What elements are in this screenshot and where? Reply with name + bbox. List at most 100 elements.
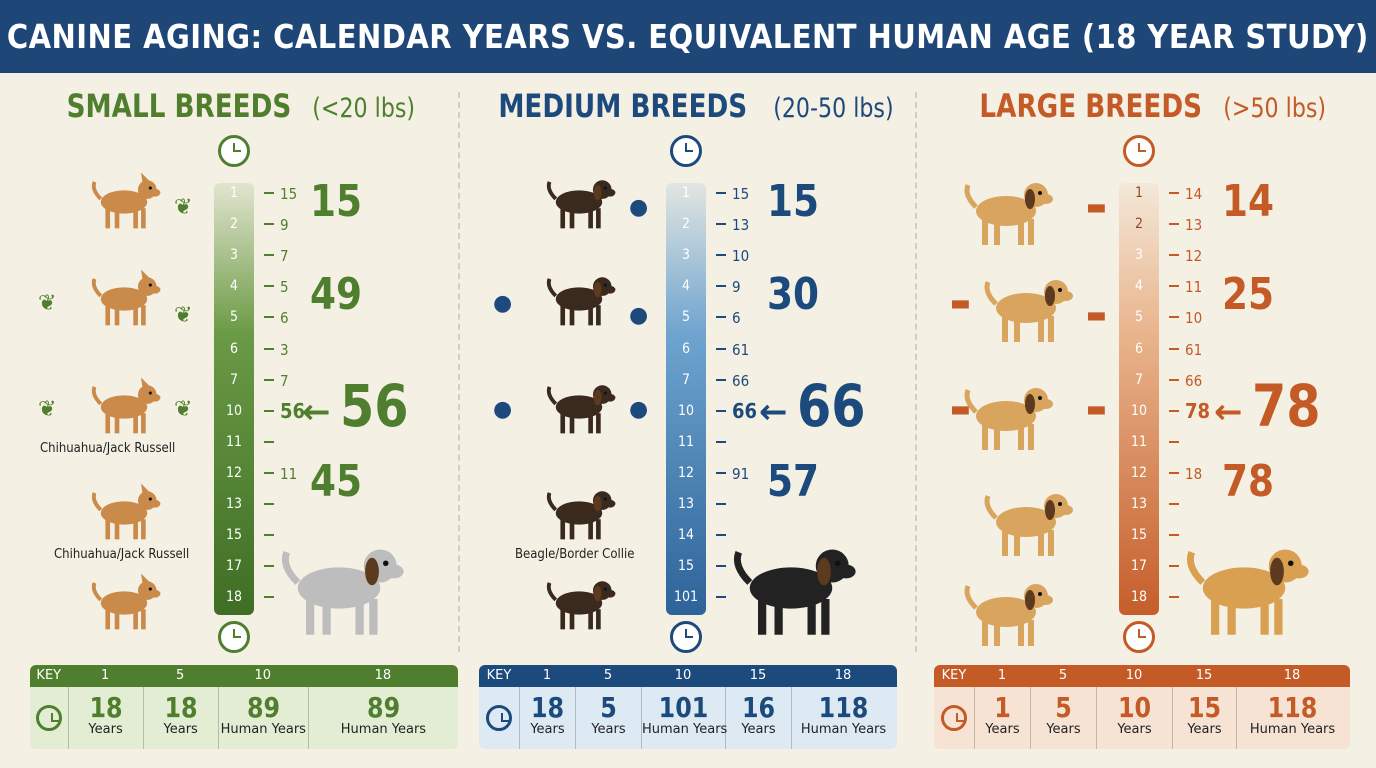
key-unit: Years (591, 722, 626, 737)
dog-illustration (84, 572, 164, 638)
ruler-year-label: 7 (681, 371, 690, 388)
human-age-label: 13 (732, 216, 750, 235)
tick-mark (1169, 285, 1179, 288)
tick-mark (716, 596, 726, 599)
arrow-icon: ← (302, 392, 331, 433)
key-unit: Human Years (1249, 722, 1336, 737)
ruler-tick: 3 10 (666, 245, 826, 265)
clock-icon (1123, 621, 1155, 653)
key-value: 118 (1267, 691, 1318, 724)
key-header-cell: 1 (100, 668, 110, 683)
key-header-row: KEY 1 5 10 18 (30, 665, 458, 687)
tick-mark (264, 192, 274, 194)
ruler-tick: 2 13 (1119, 214, 1279, 234)
ruler-year-label: 6 (681, 340, 690, 357)
tick-mark (264, 534, 274, 537)
ruler-year-label: 7 (229, 371, 238, 388)
tick-mark (264, 409, 274, 412)
tick-mark (716, 440, 726, 443)
ruler-year-label: 1 (681, 185, 690, 201)
dog-illustration (84, 482, 164, 548)
human-age-label: 9 (732, 278, 741, 297)
human-age-label: 13 (1185, 216, 1203, 235)
clock-icon (1123, 135, 1155, 167)
key-header-cell: 18 (1283, 668, 1301, 683)
human-age-label: 61 (1185, 340, 1203, 359)
tick-mark (1169, 471, 1179, 474)
key-value-cell: 10 Years (1096, 687, 1172, 749)
ruler-tick: 17 (1119, 556, 1279, 576)
dog-illustration (946, 171, 1066, 255)
paw-icon: ● (629, 194, 649, 220)
tick-mark (264, 471, 274, 474)
human-age-label: 66 (732, 398, 758, 423)
ruler-tick: 13 (214, 494, 374, 514)
key-icon-cell (479, 687, 519, 749)
key-value-cell: 16 Years (725, 687, 791, 749)
tick-mark (1169, 223, 1179, 226)
arrow-icon: ← (1214, 392, 1243, 433)
key-table: KEY 1 5 10 18 18 Years 18 Years 89 Human Years 89 Hu… (30, 665, 458, 749)
panel-title: LARGE BREEDS (>50 lbs) (926, 87, 1366, 125)
bone-icon: ▬ (1086, 303, 1107, 329)
key-label: KEY (941, 668, 967, 683)
breed-caption: Chihuahua/Jack Russell (54, 546, 190, 562)
ruler-tick: 1 14 (1119, 183, 1279, 203)
key-header-cell: 18 (834, 668, 852, 683)
ruler-tick: 12 11 (214, 463, 374, 483)
ruler-year-label: 12 (225, 464, 243, 481)
ruler-year-label: 10 (1130, 402, 1148, 419)
ruler-year-label: 2 (681, 216, 690, 233)
key-value: 15 (1187, 691, 1222, 724)
tick-mark (1169, 347, 1179, 350)
key-value: 10 (1117, 691, 1152, 724)
key-value: 18 (89, 691, 123, 724)
ruler-year-label: 2 (1134, 216, 1143, 233)
key-value-cell: 1 Years (974, 687, 1030, 749)
tick-mark (716, 471, 726, 474)
human-age-label: 9 (280, 216, 289, 235)
ruler-year-label: 6 (1134, 340, 1143, 357)
ruler-year-label: 5 (1134, 309, 1143, 326)
human-age-label: 11 (1185, 278, 1203, 297)
key-header-cell: 10 (254, 668, 272, 683)
ruler-year-label: 6 (229, 340, 238, 357)
human-age-label: 14 (1185, 185, 1203, 203)
dog-illustration (539, 572, 619, 638)
ruler-year-label: 5 (229, 309, 238, 326)
ruler-tick: 11 (214, 432, 374, 452)
ruler-year-label: 12 (677, 464, 695, 481)
clock-icon (670, 135, 702, 167)
clock-icon (218, 621, 250, 653)
key-header-cell: 10 (1125, 668, 1143, 683)
panel-title-sub: (<20 lbs) (312, 93, 415, 124)
dog-illustration (264, 533, 414, 647)
ruler-year-label: 3 (681, 247, 690, 264)
key-header-cell: 15 (1195, 668, 1213, 683)
tick-mark (716, 534, 726, 537)
key-header-cell: 5 (603, 668, 613, 683)
ruler-year-label: 13 (225, 496, 243, 512)
key-unit: Human Years (800, 722, 887, 737)
tick-mark (264, 503, 274, 505)
dog-illustration (966, 268, 1086, 352)
key-value: 18 (164, 691, 198, 724)
key-unit: Years (88, 722, 123, 737)
human-age-label: 7 (280, 247, 289, 266)
ruler-year-label: 3 (1134, 247, 1143, 264)
ruler-year-label: 10 (677, 402, 695, 419)
key-value-cell: 5 Years (1030, 687, 1096, 749)
key-unit: Years (1046, 722, 1081, 737)
bone-icon: ▬ (1086, 194, 1107, 220)
leaf-icon: ❦ (174, 194, 193, 220)
leaf-icon: ❦ (38, 396, 57, 422)
breed-caption: Chihuahua/Jack Russell (40, 441, 176, 457)
ruler-year-label: 17 (1130, 558, 1148, 575)
tick-mark (1169, 409, 1179, 412)
ruler-tick: 12 18 (1119, 463, 1279, 483)
paw-icon: ● (629, 303, 649, 329)
equivalent-age-value: 30 (767, 269, 820, 321)
